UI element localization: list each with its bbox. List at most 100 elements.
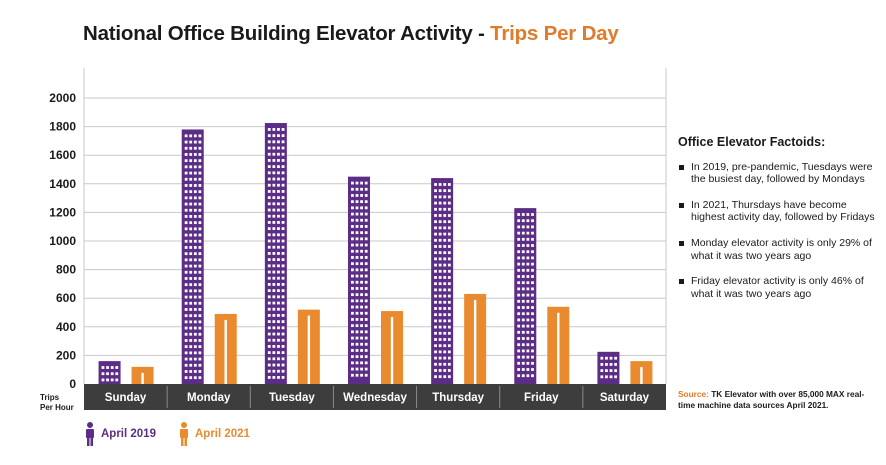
bar-window xyxy=(189,196,193,200)
bar-window xyxy=(517,293,521,297)
bar-window xyxy=(189,270,193,274)
bar-window xyxy=(267,196,271,200)
bar-window xyxy=(189,221,193,225)
bar-window xyxy=(193,239,197,243)
bar-window xyxy=(360,256,363,259)
bar-window xyxy=(198,165,202,169)
bar-window xyxy=(272,252,276,255)
bar-window xyxy=(526,237,530,241)
bar-window xyxy=(443,257,447,261)
bar-window xyxy=(198,208,202,212)
bar-window xyxy=(355,206,359,210)
bar-window xyxy=(277,326,280,330)
bar-window xyxy=(364,268,368,272)
bar-window xyxy=(189,146,193,150)
bar-window xyxy=(531,256,534,260)
bar-window xyxy=(531,225,534,229)
bar-window xyxy=(198,345,202,349)
bar-window xyxy=(531,330,534,334)
bar-window xyxy=(517,268,521,272)
bar-window xyxy=(198,140,202,144)
bar-window xyxy=(281,190,285,193)
bar-window xyxy=(517,287,521,291)
bar-window xyxy=(521,237,525,241)
bar-window xyxy=(360,324,363,328)
bar-window xyxy=(277,239,280,243)
bar-window xyxy=(193,221,197,225)
bar-window xyxy=(517,374,521,378)
bar-window xyxy=(277,376,280,379)
bar-window xyxy=(272,245,276,249)
bar-window xyxy=(517,343,521,347)
bar-window xyxy=(198,233,202,237)
bar-window xyxy=(281,159,285,162)
bar-window xyxy=(355,305,359,309)
y-tick-label: 1000 xyxy=(49,234,76,248)
bar-window xyxy=(351,330,354,334)
bar-window xyxy=(434,220,437,224)
bar-window xyxy=(272,369,276,373)
bar-window xyxy=(351,218,354,222)
bar-window xyxy=(184,351,188,355)
bar-window xyxy=(101,372,105,376)
bar-window xyxy=(184,184,188,187)
bar-window xyxy=(193,357,197,361)
bar-window xyxy=(609,363,613,366)
bar-shaft xyxy=(141,372,144,384)
bar-window xyxy=(351,324,354,328)
factoid-item: In 2021, Thursdays have become highest a… xyxy=(678,199,878,224)
bar-window xyxy=(267,165,271,169)
bar-window xyxy=(267,171,271,175)
bar-window xyxy=(360,243,363,247)
bar-window xyxy=(438,207,442,211)
bar-window xyxy=(517,244,521,247)
bar-window xyxy=(434,338,437,341)
bar-window xyxy=(443,263,447,267)
x-tick-label: Thursday xyxy=(432,392,484,404)
bar-window xyxy=(277,351,280,355)
bar-window xyxy=(521,256,525,260)
bar-window xyxy=(614,369,618,373)
bar-window xyxy=(267,270,271,274)
bar-window xyxy=(184,190,188,194)
bar-window xyxy=(447,307,451,310)
bar-window xyxy=(605,363,608,366)
person-icon xyxy=(86,422,94,446)
bar-window xyxy=(184,202,188,206)
bar-window xyxy=(184,252,188,256)
y-tick-label: 2000 xyxy=(49,91,76,105)
bar-window xyxy=(447,319,451,323)
bar-window xyxy=(272,338,276,342)
bar-window xyxy=(438,307,442,310)
bar-window xyxy=(355,355,359,359)
bar-window xyxy=(351,206,354,210)
bar-window xyxy=(364,336,368,340)
bar-window xyxy=(364,342,368,346)
bar-window xyxy=(351,349,354,352)
bar-window xyxy=(281,276,285,280)
bar-window xyxy=(277,363,280,367)
bar-window xyxy=(355,293,359,297)
bar-window xyxy=(189,326,193,330)
bar-window xyxy=(531,374,534,378)
y-tick-label: 600 xyxy=(56,291,76,305)
bar-window xyxy=(614,356,618,360)
bar-window xyxy=(364,256,368,259)
bar-window xyxy=(272,332,276,336)
bar-window xyxy=(281,221,285,224)
bar-window xyxy=(267,208,271,212)
bar-window xyxy=(189,246,193,249)
bar-window xyxy=(447,282,451,286)
bar-window xyxy=(193,196,197,200)
bar-window xyxy=(434,369,437,372)
bar-window xyxy=(193,283,197,287)
bar-window xyxy=(267,159,271,162)
bar-window xyxy=(184,289,188,293)
bar-window xyxy=(189,134,193,138)
bar-window xyxy=(267,239,271,243)
bar-window xyxy=(526,324,530,328)
y-tick-label: 800 xyxy=(56,263,76,277)
bar-window xyxy=(438,325,442,329)
bar-window xyxy=(447,325,451,329)
bar-window xyxy=(447,207,451,211)
